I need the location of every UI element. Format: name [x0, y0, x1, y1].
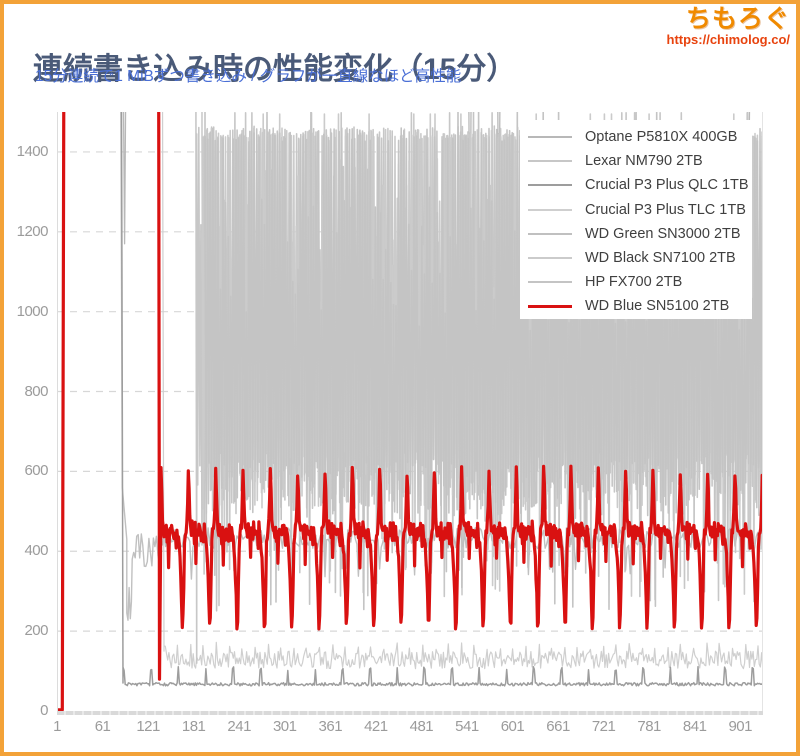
page-title: 連続書き込み時の性能変化（15分）: [33, 53, 517, 87]
legend-label: Lexar NM790 2TB: [585, 153, 703, 170]
legend-item[interactable]: WD Blue SN5100 2TB: [528, 294, 752, 318]
y-axis-label: 200: [24, 622, 48, 640]
plot-right-border: [762, 112, 763, 711]
x-axis-label: 721: [591, 718, 616, 735]
legend-swatch: [528, 208, 572, 211]
legend-item[interactable]: WD Black SN7100 2TB: [528, 246, 752, 270]
site-brand: ちもろぐ https://chimolog.co/: [667, 6, 791, 47]
legend-label: HP FX700 2TB: [585, 274, 683, 291]
y-axis-label: 1400: [16, 142, 49, 160]
series-line: [120, 112, 763, 687]
x-axis-label: 1: [53, 718, 61, 735]
x-axis-line: [57, 711, 763, 715]
x-axis-label: 541: [455, 718, 479, 735]
y-axis-label: 400: [24, 542, 48, 560]
series-line: [57, 112, 763, 711]
x-axis-label: 781: [637, 718, 661, 735]
page-subtitle: 15分連続で1 MiBずつ書き込み / グラフが一直線なほど高性能: [35, 68, 462, 85]
x-axis-label: 301: [272, 718, 297, 735]
series-line: [204, 112, 763, 612]
x-axis-label: 241: [227, 718, 251, 735]
performance-chart: [57, 112, 763, 711]
y-axis-label: 1200: [16, 222, 49, 240]
legend-label: WD Green SN3000 2TB: [585, 225, 741, 242]
legend-item[interactable]: Optane P5810X 400GB: [528, 125, 752, 149]
x-axis-label: 181: [181, 718, 206, 735]
site-url: https://chimolog.co/: [666, 32, 791, 48]
legend-item[interactable]: Lexar NM790 2TB: [528, 149, 752, 173]
legend-swatch: [528, 232, 572, 235]
x-axis-label: 481: [409, 718, 434, 735]
legend-label: Crucial P3 Plus QLC 1TB: [585, 177, 749, 194]
x-axis-label: 421: [364, 718, 388, 735]
series-line: [161, 112, 763, 670]
legend-swatch: [528, 160, 572, 163]
chart-legend: Optane P5810X 400GB Lexar NM790 2TB Crucia…: [520, 120, 752, 319]
y-axis-label: 800: [24, 382, 48, 400]
legend-item[interactable]: HP FX700 2TB: [528, 270, 752, 294]
x-axis-label: 121: [136, 718, 160, 735]
legend-swatch: [528, 281, 572, 284]
legend-label: WD Blue SN5100 2TB: [585, 298, 730, 315]
y-axis-label: 600: [24, 462, 48, 480]
x-axis-label: 901: [728, 718, 752, 735]
x-axis-label: 361: [318, 718, 343, 735]
legend-swatch: [528, 184, 572, 187]
chimolog-logo: ちもろぐ: [685, 5, 790, 33]
legend-swatch: [528, 304, 572, 308]
legend-swatch: [528, 257, 572, 260]
legend-item[interactable]: WD Green SN3000 2TB: [528, 222, 752, 246]
legend-label: Optane P5810X 400GB: [585, 129, 738, 146]
y-axis-label: 1000: [16, 302, 49, 320]
legend-label: Crucial P3 Plus TLC 1TB: [585, 201, 746, 218]
legend-item[interactable]: Crucial P3 Plus TLC 1TB: [528, 198, 752, 222]
legend-label: WD Black SN7100 2TB: [585, 250, 736, 267]
x-axis-label: 61: [94, 718, 111, 735]
y-axis-label: 0: [40, 702, 48, 719]
x-axis-label: 661: [546, 718, 570, 735]
legend-item[interactable]: Crucial P3 Plus QLC 1TB: [528, 173, 752, 197]
y-axis-line: [57, 112, 58, 711]
legend-swatch: [528, 136, 572, 139]
chart-plot-area: Optane P5810X 400GB Lexar NM790 2TB Crucia…: [57, 112, 763, 715]
x-axis-label: 601: [500, 718, 525, 735]
x-axis-label: 841: [682, 718, 707, 735]
